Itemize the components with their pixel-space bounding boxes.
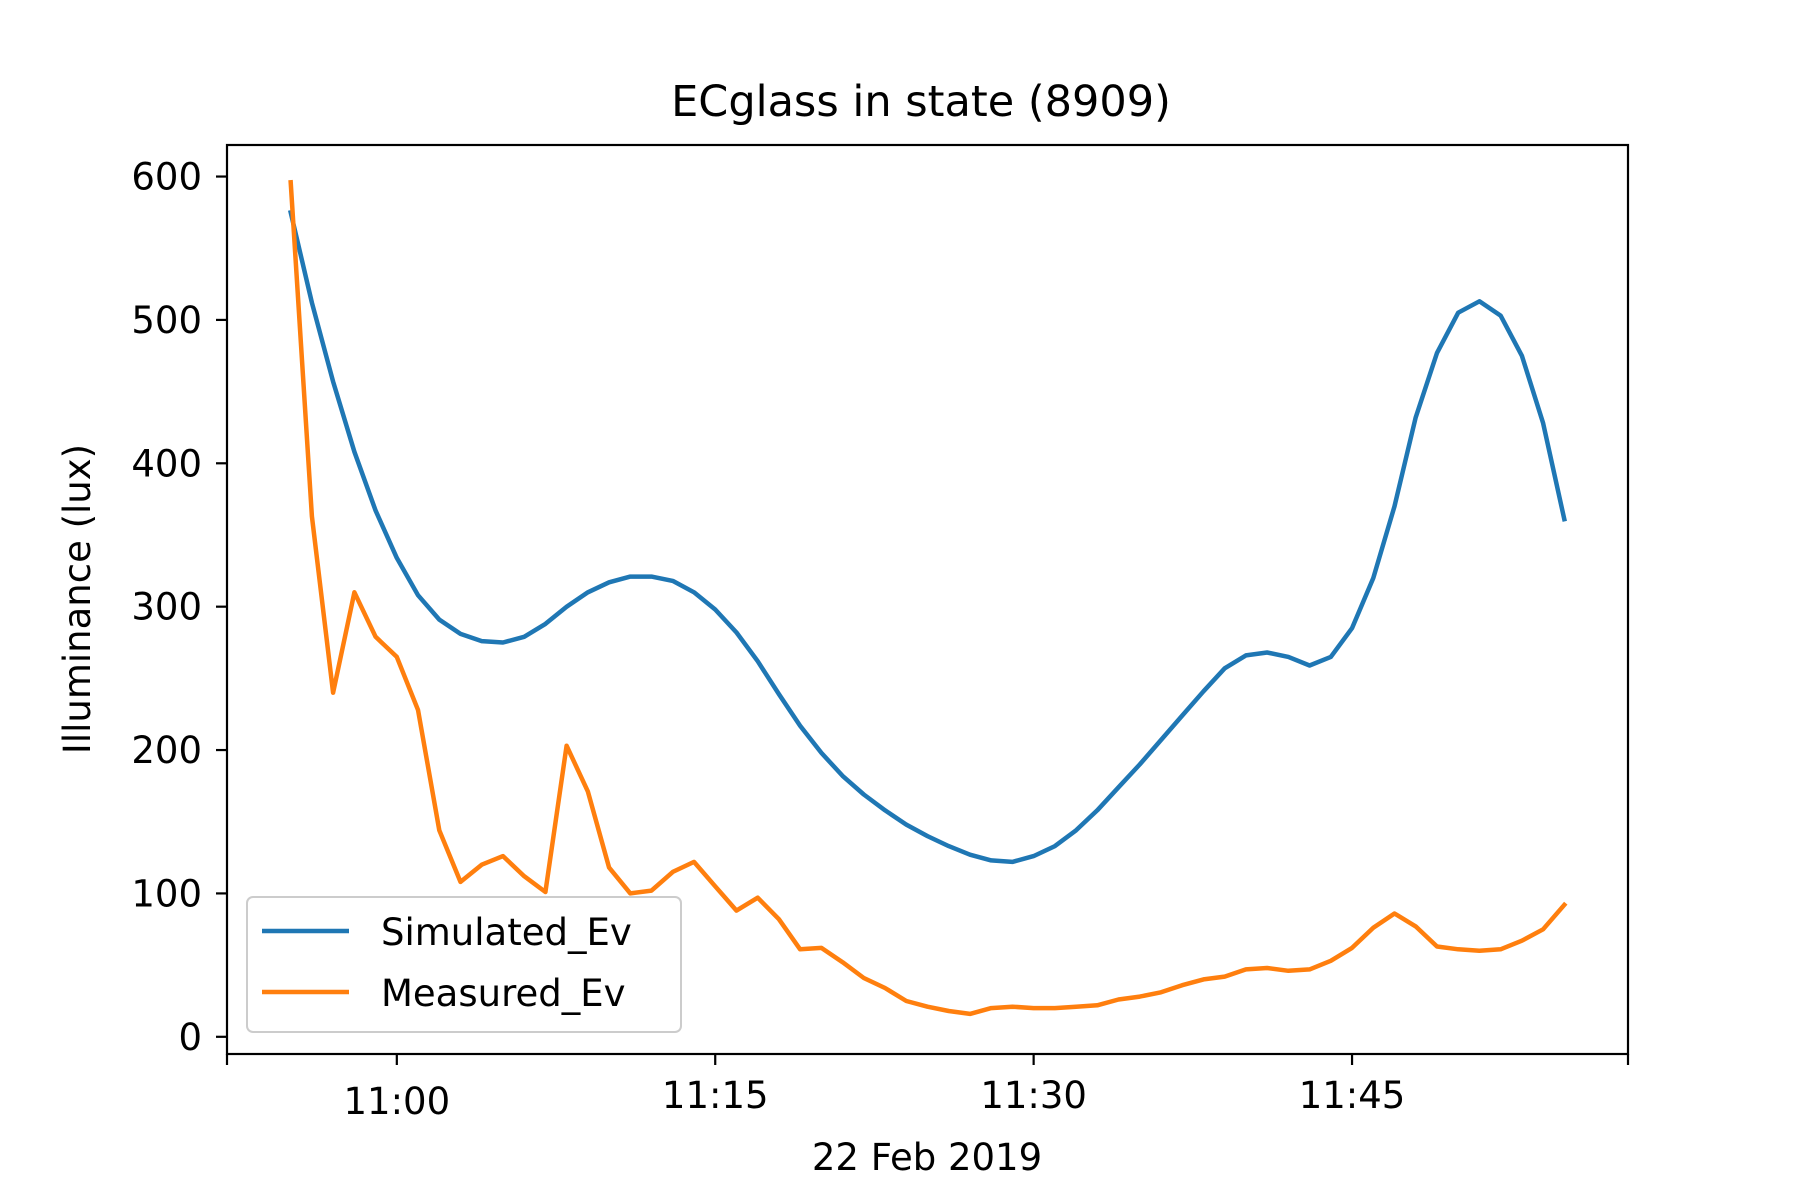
chart-title: ECglass in state (8909) bbox=[671, 77, 1171, 127]
legend-box bbox=[246, 896, 682, 1033]
y-tick-label: 100 bbox=[131, 872, 202, 915]
y-tick-label: 300 bbox=[131, 586, 202, 629]
series-line-1 bbox=[288, 179, 1568, 1017]
plot-frame bbox=[225, 143, 1630, 1056]
series-line-0 bbox=[287, 209, 1567, 865]
y-axis-label: Illuminance (lux) bbox=[56, 444, 99, 754]
x-tick-label: 11:15 bbox=[662, 1074, 769, 1117]
x-tick-label: 11:45 bbox=[1299, 1074, 1406, 1117]
plot-lines bbox=[287, 179, 1568, 1017]
x-axis-label: 22 Feb 2019 bbox=[812, 1136, 1042, 1179]
x-tick-label: 11:30 bbox=[980, 1074, 1087, 1117]
x-axis: 11:00 11:15 11:30 11:45 bbox=[225, 1054, 1630, 1123]
legend-label-simulated: Simulated_Ev bbox=[381, 911, 632, 954]
legend-label-measured: Measured_Ev bbox=[381, 972, 626, 1015]
y-axis: 0 100 200 300 400 500 600 bbox=[131, 156, 227, 1059]
y-tick-label: 500 bbox=[131, 299, 202, 342]
y-tick-label: 600 bbox=[131, 156, 202, 199]
y-tick-label: 200 bbox=[131, 729, 202, 772]
y-tick-label: 0 bbox=[178, 1016, 202, 1059]
legend: Simulated_Ev Measured_Ev bbox=[246, 896, 682, 1033]
y-tick-label: 400 bbox=[131, 442, 202, 485]
x-tick-label: 11:00 bbox=[343, 1080, 450, 1123]
